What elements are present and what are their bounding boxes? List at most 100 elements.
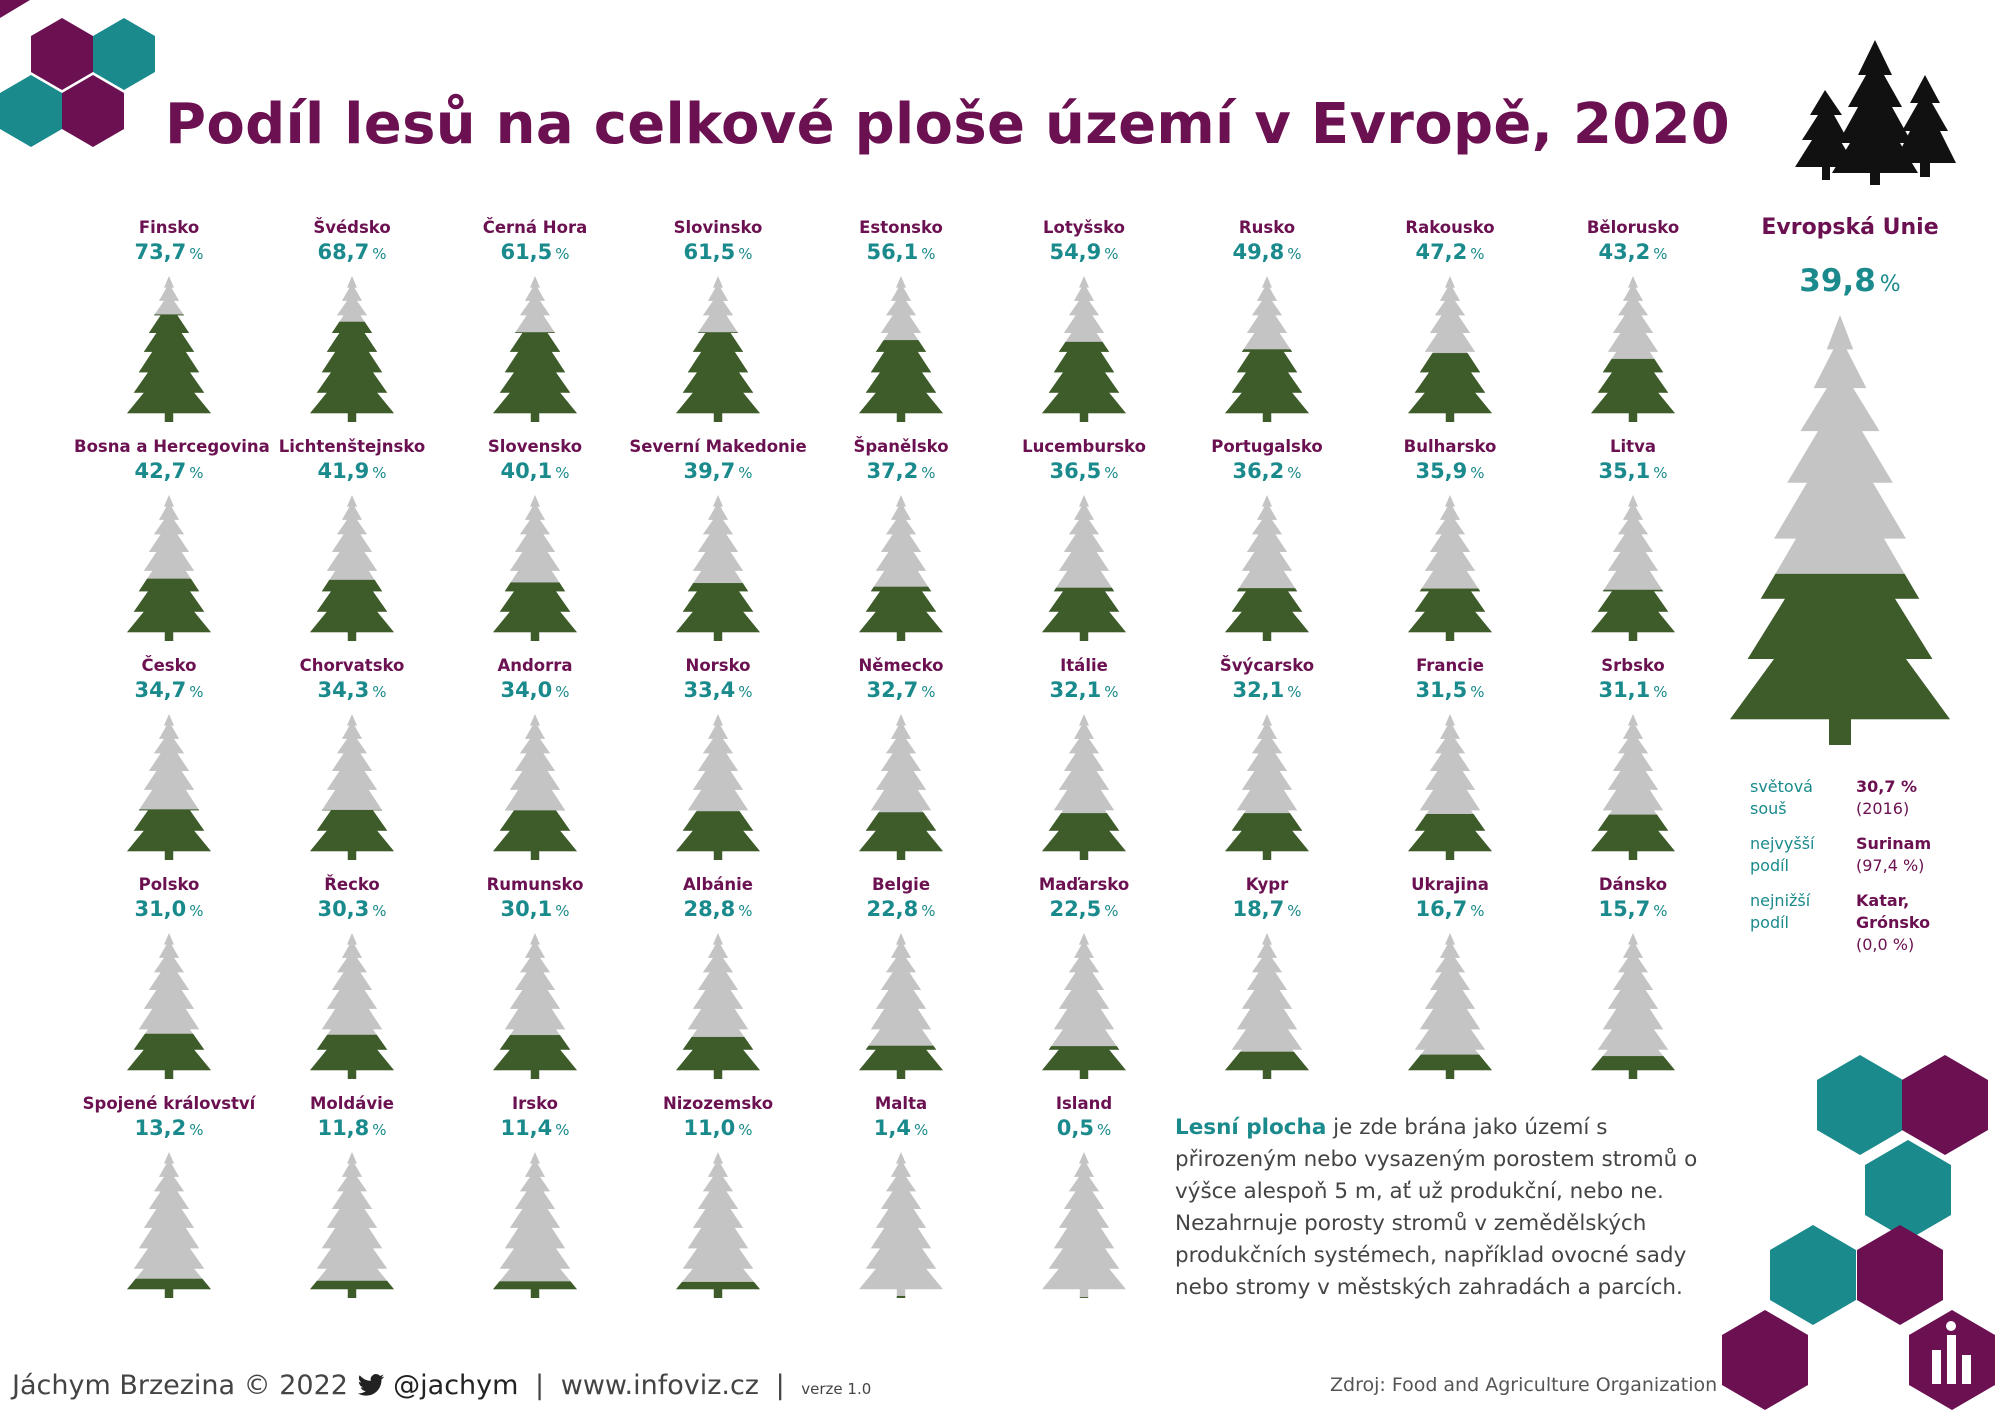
country-value: 13,2%	[74, 1116, 264, 1140]
separator: |	[535, 1370, 545, 1401]
tree-mark	[859, 1152, 943, 1298]
country-name: Řecko	[324, 875, 380, 894]
country-name: Kypr	[1245, 875, 1289, 894]
country-value: 73,7%	[74, 240, 264, 264]
country-value-number: 32,7	[866, 678, 919, 702]
country-cell: Severní Makedonie 39,7%	[623, 437, 813, 647]
country-value: 11,4%	[440, 1116, 630, 1140]
fir-trees-icon	[1795, 40, 1956, 185]
country-cell: Portugalsko 36,2%	[1172, 437, 1362, 647]
country-value-number: 28,8	[683, 897, 736, 921]
tree-mark	[127, 1152, 211, 1298]
country-value: 49,8%	[1172, 240, 1362, 264]
country-name: Island	[1055, 1094, 1113, 1113]
country-value-unit: %	[372, 464, 387, 482]
forest-fill-bar	[493, 582, 577, 641]
forest-fill-bar	[676, 1036, 760, 1079]
country-value-number: 18,7	[1232, 897, 1285, 921]
country-value-number: 56,1	[866, 240, 919, 264]
country-value: 39,7%	[623, 459, 813, 483]
country-value: 56,1%	[806, 240, 996, 264]
country-value: 35,9%	[1355, 459, 1545, 483]
country-cell: Dánsko 15,7%	[1538, 875, 1728, 1085]
forest-fill-bar	[676, 332, 760, 422]
stat-lowest: nejnižší podíl Katar, Grónsko (0,0 %)	[1750, 890, 1980, 954]
forest-fill-bar	[859, 812, 943, 860]
country-name: Estonsko	[859, 218, 943, 237]
stat-label: nejnižší podíl	[1750, 891, 1811, 932]
country-cell: Slovinsko 61,5%	[623, 218, 813, 428]
tree-mark	[310, 1152, 394, 1298]
forest-fill-bar	[493, 1281, 577, 1298]
hexagon-decoration-bottom-right	[1722, 1055, 1995, 1410]
country-value-number: 73,7	[134, 240, 187, 264]
tree-mark	[1042, 276, 1126, 422]
country-cell: Malta 1,4%	[806, 1094, 996, 1304]
forest-fill-bar	[310, 1280, 394, 1298]
forest-fill-bar	[1591, 1056, 1675, 1079]
stat-value-extra: (0,0 %)	[1856, 935, 1915, 954]
country-value-number: 35,9	[1415, 459, 1468, 483]
country-name: Francie	[1416, 656, 1484, 675]
eu-value-unit: %	[1879, 272, 1901, 297]
country-value-number: 22,5	[1049, 897, 1102, 921]
country-value-unit: %	[1653, 902, 1668, 920]
country-name: Malta	[874, 1094, 928, 1113]
eu-panel: Evropská Unie 39,8%	[1730, 215, 1970, 775]
twitter-link[interactable]: @jachym	[393, 1370, 519, 1401]
tree-mark	[310, 276, 394, 422]
country-name: Itálie	[1060, 656, 1108, 675]
country-value: 33,4%	[623, 678, 813, 702]
eu-value: 39,8%	[1730, 263, 1970, 299]
country-value: 54,9%	[989, 240, 1179, 264]
country-value: 36,5%	[989, 459, 1179, 483]
country-name: Litva	[1610, 437, 1656, 456]
eu-label: Evropská Unie	[1761, 215, 1939, 240]
country-cell: Bulharsko 35,9%	[1355, 437, 1545, 647]
country-value-number: 34,3	[317, 678, 370, 702]
tree-silhouette	[493, 1152, 577, 1298]
source-credit: Zdroj: Food and Agriculture Organization	[1330, 1374, 1718, 1396]
tree-mark	[127, 495, 211, 641]
country-cell: Německo 32,7%	[806, 656, 996, 866]
country-value: 31,5%	[1355, 678, 1545, 702]
stat-value-main: 30,7 %	[1856, 777, 1918, 796]
country-value-unit: %	[1470, 464, 1485, 482]
tree-mark	[1591, 276, 1675, 422]
country-value: 1,4%	[806, 1116, 996, 1140]
forest-fill-bar	[859, 1295, 943, 1298]
country-value-unit: %	[555, 464, 570, 482]
tree-mark	[1591, 495, 1675, 641]
country-value-number: 34,7	[134, 678, 187, 702]
country-name: Finsko	[138, 218, 200, 237]
country-value-number: 0,5	[1056, 1116, 1094, 1140]
country-name: Ukrajina	[1411, 875, 1489, 894]
country-cell: Finsko 73,7%	[74, 218, 264, 428]
website-link[interactable]: www.infoviz.cz	[560, 1370, 759, 1401]
country-name: Irsko	[512, 1094, 558, 1113]
forest-fill-bar	[1042, 587, 1126, 641]
country-cell: Lichtenštejnsko 41,9%	[257, 437, 447, 647]
country-value-unit: %	[738, 683, 753, 701]
country-value-unit: %	[738, 1121, 753, 1139]
country-value-unit: %	[1104, 245, 1119, 263]
country-value-number: 13,2	[134, 1116, 187, 1140]
country-value: 22,5%	[989, 897, 1179, 921]
country-value-number: 49,8	[1232, 240, 1285, 264]
country-name: Dánsko	[1598, 875, 1668, 894]
tree-mark	[127, 276, 211, 422]
country-value-number: 35,1	[1598, 459, 1651, 483]
stat-value-main: Katar, Grónsko	[1856, 891, 1931, 932]
note-text: je zde brána jako území s přirozeným neb…	[1175, 1115, 1698, 1300]
country-value: 11,0%	[623, 1116, 813, 1140]
stats-panel: světová souš 30,7 % (2016) nejvyšší podíl…	[1750, 776, 1980, 954]
forest-fill-bar	[1591, 589, 1675, 641]
country-name: Belgie	[871, 875, 931, 894]
tree-mark	[1042, 933, 1126, 1079]
country-grid: Finsko 73,7% Švédsko 68,7% Černá Hora 61,5% Sl…	[74, 218, 1728, 1304]
stat-label: světová souš	[1750, 777, 1813, 818]
forest-fill-bar	[310, 321, 394, 422]
tree-mark	[310, 714, 394, 860]
country-cell: Španělsko 37,2%	[806, 437, 996, 647]
country-value-unit: %	[921, 902, 936, 920]
